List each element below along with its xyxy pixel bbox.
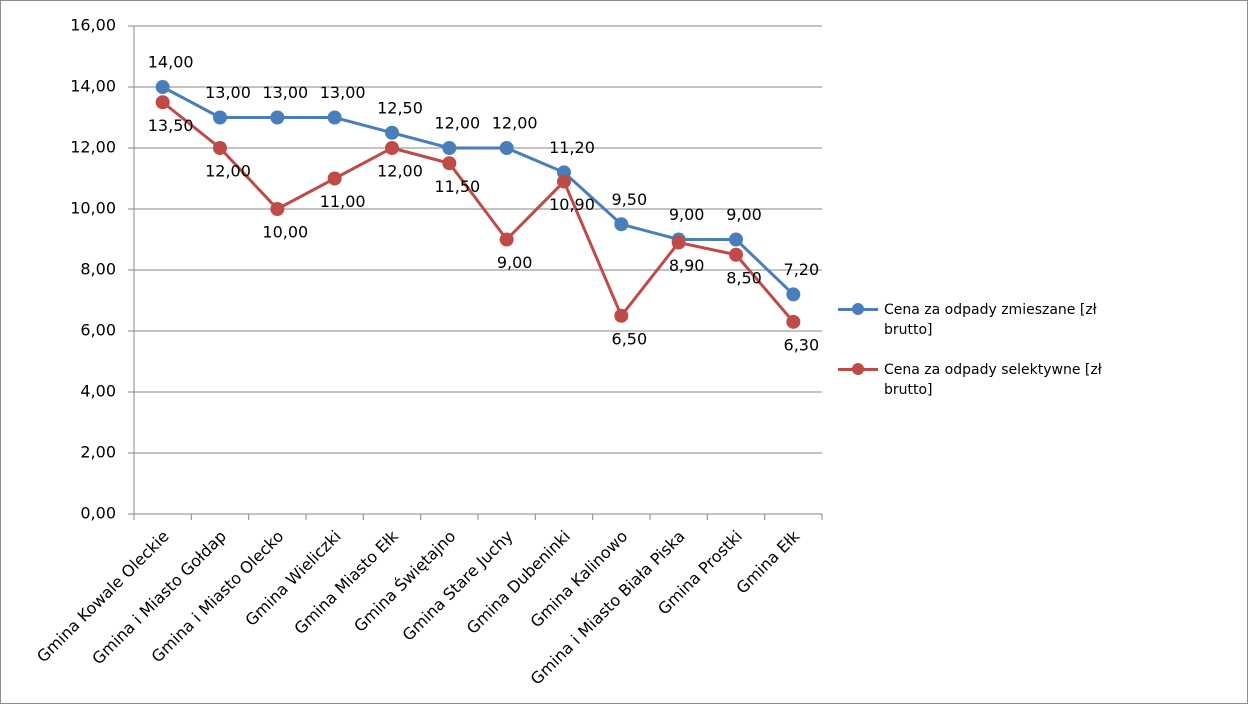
data-point [385, 141, 399, 155]
data-point [155, 95, 170, 110]
data-label: 13,50 [148, 116, 194, 135]
legend-item: Cena za odpady zmieszane [zł brutto] [838, 300, 1128, 340]
data-label: 14,00 [148, 53, 194, 72]
data-point [729, 247, 743, 262]
data-label: 7,20 [784, 260, 820, 279]
legend-item: Cena za odpady selektywne [zł brutto] [838, 360, 1128, 400]
data-point [327, 171, 342, 186]
y-tick-label: 10,00 [70, 199, 116, 218]
data-point [671, 235, 686, 250]
y-tick-label: 6,00 [80, 321, 116, 340]
y-tick-label: 16,00 [70, 16, 116, 35]
data-label: 10,00 [262, 223, 308, 242]
data-point [213, 141, 227, 155]
series-line [161, 85, 795, 296]
data-label: 13,00 [262, 83, 308, 102]
data-point [499, 141, 514, 155]
data-label: 12,50 [377, 98, 423, 117]
y-tick-label: 12,00 [70, 138, 116, 157]
data-label: 8,90 [669, 256, 705, 275]
legend-swatch [838, 360, 878, 378]
data-point [614, 217, 629, 232]
y-tick-label: 8,00 [80, 260, 116, 279]
data-point [557, 174, 571, 189]
data-point [270, 110, 285, 125]
data-point [786, 314, 801, 329]
data-label: 11,00 [320, 192, 366, 211]
y-tick-label: 2,00 [80, 443, 116, 462]
data-label: 9,00 [669, 205, 705, 224]
y-tick-label: 4,00 [80, 382, 116, 401]
data-point [155, 80, 170, 94]
series-line [161, 101, 795, 323]
data-point [499, 232, 514, 247]
data-label: 6,30 [784, 335, 820, 354]
data-label: 12,00 [434, 114, 480, 133]
data-point [729, 232, 743, 247]
data-label: 9,00 [497, 253, 533, 272]
data-label: 8,50 [726, 268, 762, 287]
data-label: 13,00 [320, 83, 366, 102]
data-point [786, 287, 801, 302]
data-label: 12,00 [377, 162, 423, 181]
data-label: 12,00 [492, 114, 538, 133]
data-point [442, 156, 457, 171]
y-tick-label: 14,00 [70, 77, 116, 96]
data-point [385, 125, 399, 140]
data-point [327, 110, 342, 125]
data-label: 12,00 [205, 162, 251, 181]
data-point [270, 202, 285, 216]
data-point [614, 308, 629, 323]
data-label: 11,20 [549, 138, 595, 157]
legend-swatch [838, 300, 878, 318]
data-label: 9,50 [612, 190, 648, 209]
data-label: 11,50 [434, 177, 480, 196]
data-label: 9,00 [726, 205, 762, 224]
y-tick-label: 0,00 [80, 504, 116, 523]
data-point [442, 141, 457, 155]
data-label: 10,90 [549, 195, 595, 214]
data-label: 13,00 [205, 83, 251, 102]
legend-label: Cena za odpady selektywne [zł brutto] [884, 362, 1102, 398]
data-label: 6,50 [612, 329, 648, 348]
data-point [213, 110, 227, 125]
legend-label: Cena za odpady zmieszane [zł brutto] [884, 302, 1097, 338]
